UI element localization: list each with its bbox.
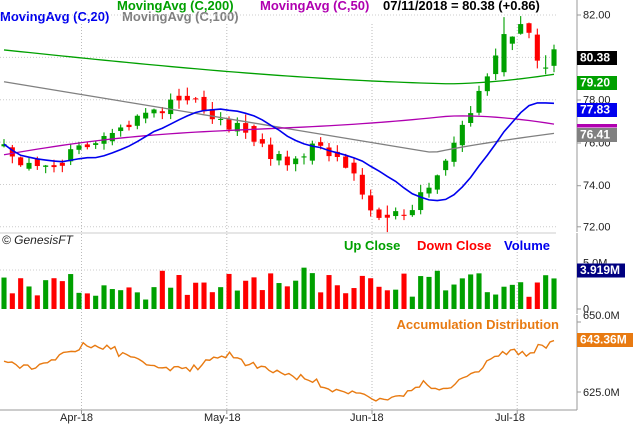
svg-text:MovingAvg (C,100): MovingAvg (C,100) — [122, 9, 239, 24]
svg-text:Volume: Volume — [504, 238, 550, 253]
svg-text:643.36M: 643.36M — [580, 333, 627, 347]
svg-text:82.00: 82.00 — [583, 10, 611, 22]
svg-text:650.0M: 650.0M — [583, 310, 620, 322]
svg-text:80.38: 80.38 — [580, 51, 610, 65]
svg-text:Jul-18: Jul-18 — [495, 412, 525, 424]
svg-text:74.00: 74.00 — [583, 180, 611, 192]
svg-text:625.0M: 625.0M — [583, 387, 620, 399]
svg-text:Jun-18: Jun-18 — [350, 412, 384, 424]
svg-text:72.00: 72.00 — [583, 222, 611, 234]
svg-text:79.20: 79.20 — [580, 76, 610, 90]
svg-text:77.83: 77.83 — [580, 103, 610, 117]
svg-text:Accumulation Distribution: Accumulation Distribution — [397, 317, 560, 332]
svg-text:07/11/2018 = 80.38 (+0.86): 07/11/2018 = 80.38 (+0.86) — [383, 0, 540, 13]
svg-text:MovingAvg (C,20): MovingAvg (C,20) — [0, 9, 109, 24]
svg-text:MovingAvg (C,50): MovingAvg (C,50) — [260, 0, 369, 13]
svg-text:76.41: 76.41 — [580, 128, 610, 142]
svg-text:3.919M: 3.919M — [580, 263, 620, 277]
svg-text:Apr-18: Apr-18 — [60, 412, 93, 424]
svg-text:May-18: May-18 — [204, 412, 241, 424]
svg-text:Up Close: Up Close — [344, 238, 400, 253]
svg-text:© GenesisFT: © GenesisFT — [2, 233, 75, 247]
svg-text:Down Close: Down Close — [417, 238, 491, 253]
